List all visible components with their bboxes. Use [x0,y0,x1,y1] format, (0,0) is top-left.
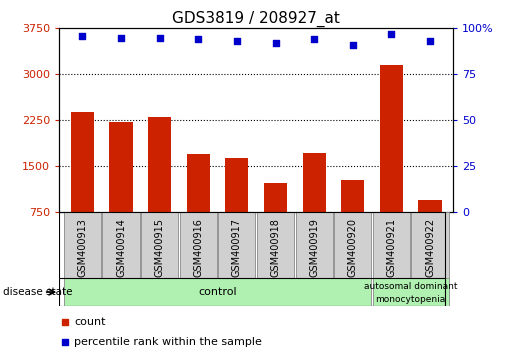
Bar [411,212,449,278]
Text: GSM400913: GSM400913 [77,218,88,276]
Point [426,38,434,44]
Text: control: control [198,287,237,297]
Bar [226,158,248,212]
Bar [141,212,178,278]
Point [387,31,396,37]
Text: GSM400919: GSM400919 [309,218,319,276]
Bar [296,212,333,278]
Point [233,38,241,44]
Bar [341,180,364,212]
Text: count: count [74,316,106,327]
Bar [373,212,410,278]
Text: GSM400920: GSM400920 [348,218,358,276]
Text: GSM400922: GSM400922 [425,218,435,277]
Text: GSM400917: GSM400917 [232,218,242,276]
Point [194,36,202,42]
Bar [418,200,441,212]
Point [310,36,318,42]
Point [78,33,87,39]
Bar [180,212,217,278]
Bar [71,112,94,212]
Bar [264,183,287,212]
Title: GDS3819 / 208927_at: GDS3819 / 208927_at [173,11,340,27]
Point [117,35,125,40]
Text: GSM400916: GSM400916 [193,218,203,276]
Text: GSM400915: GSM400915 [154,218,165,276]
Bar [257,212,294,278]
Text: GSM400914: GSM400914 [116,218,126,276]
Bar [64,278,371,306]
Text: disease state: disease state [3,287,72,297]
Point [271,40,280,46]
Text: GSM400918: GSM400918 [270,218,281,276]
Text: monocytopenia: monocytopenia [375,295,446,304]
Bar [109,121,132,212]
Point [349,42,357,48]
Text: percentile rank within the sample: percentile rank within the sample [74,337,262,347]
Bar [334,212,371,278]
Text: autosomal dominant: autosomal dominant [364,282,457,291]
Bar [380,65,403,212]
Bar [373,278,449,306]
Bar [64,212,101,278]
Bar [302,153,325,212]
Text: GSM400921: GSM400921 [386,218,397,276]
Bar [218,212,255,278]
Point [156,35,164,40]
Bar [186,154,210,212]
Bar [102,212,140,278]
Bar [148,117,171,212]
